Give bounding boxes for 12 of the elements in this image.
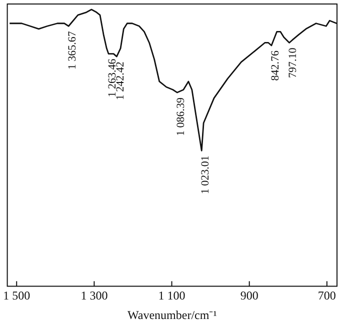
annotation: 1 365.67	[66, 30, 78, 70]
x-tick-label: 700	[318, 288, 336, 303]
annotation: 1 242.42	[114, 62, 127, 100]
x-tick-label: 1 300	[80, 288, 108, 303]
x-axis-title: Wavenumber/cm⁻¹	[128, 308, 218, 322]
annotation: 842.76	[269, 50, 282, 81]
annotation: 1 023.01	[200, 156, 212, 194]
annotation: 1 086.39	[175, 97, 188, 136]
annotation: 797.10	[287, 47, 300, 78]
x-tick-label: 1 500	[3, 288, 30, 303]
x-tick-label: 1 100	[158, 288, 186, 303]
x-tick-label: 900	[240, 288, 258, 303]
